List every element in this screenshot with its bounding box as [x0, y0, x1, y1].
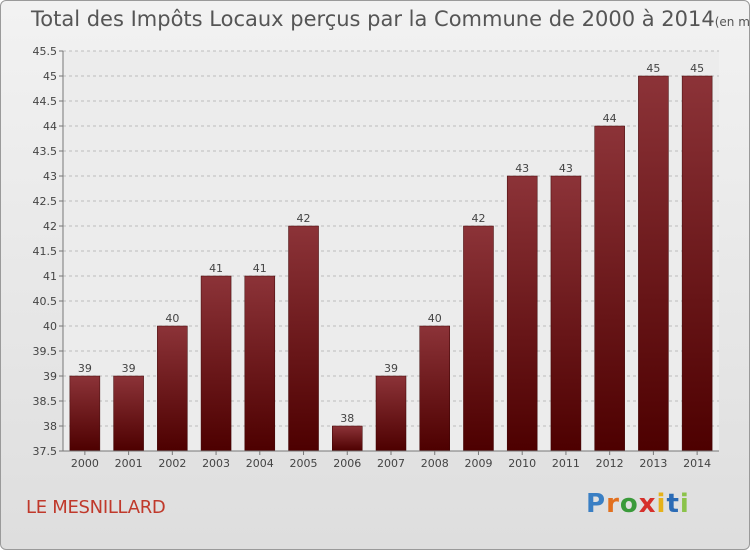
y-tick-label: 44: [43, 120, 57, 133]
x-tick-label: 2005: [290, 457, 318, 470]
bar: [463, 225, 494, 452]
bar-value-label: 42: [471, 212, 485, 225]
x-tick-label: 2006: [333, 457, 361, 470]
bar-value-label: 38: [340, 412, 354, 425]
bar-value-label: 39: [78, 362, 92, 375]
proxiti-logo[interactable]: Proxiti: [586, 489, 690, 519]
y-tick-label: 42: [43, 220, 57, 233]
bar: [157, 325, 188, 452]
bar: [113, 375, 144, 452]
bar: [419, 325, 450, 452]
bar: [244, 275, 276, 452]
bar-value-label: 43: [515, 162, 529, 175]
bar: [288, 225, 319, 452]
bar: [506, 175, 538, 452]
bar: [332, 425, 363, 452]
x-tick-label: 2000: [71, 457, 99, 470]
y-tick-label: 44.5: [33, 95, 58, 108]
y-tick-label: 39.5: [33, 345, 58, 358]
bar: [681, 75, 713, 452]
y-tick-label: 45.5: [33, 45, 58, 58]
bar-value-label: 45: [690, 62, 704, 75]
y-tick-label: 41: [43, 270, 57, 283]
bar-value-label: 41: [209, 262, 223, 275]
chart-unit-label: (en milliers d'€): [714, 15, 750, 29]
y-tick-label: 38.5: [33, 395, 58, 408]
bar-value-label: 39: [384, 362, 398, 375]
bar: [69, 375, 101, 452]
x-tick-label: 2010: [508, 457, 536, 470]
x-tick-label: 2003: [202, 457, 230, 470]
bar: [594, 125, 625, 452]
x-tick-label: 2001: [115, 457, 143, 470]
bar-value-label: 41: [253, 262, 267, 275]
x-tick-label: 2014: [683, 457, 711, 470]
logo-letter: x: [638, 489, 657, 519]
chart-title-text: Total des Impôts Locaux perçus par la Co…: [31, 7, 715, 31]
x-tick-label: 2007: [377, 457, 405, 470]
y-tick-label: 43.5: [33, 145, 58, 158]
logo-letter: r: [606, 489, 620, 519]
commune-name: LE MESNILLARD: [26, 497, 166, 518]
bar: [638, 75, 669, 452]
bar-value-label: 40: [428, 312, 442, 325]
chart-title: Total des Impôts Locaux perçus par la Co…: [31, 7, 750, 31]
y-tick-label: 38: [43, 420, 57, 433]
logo-letter: o: [619, 489, 639, 519]
logo-letter: P: [586, 489, 607, 519]
x-tick-label: 2013: [639, 457, 667, 470]
y-tick-label: 42.5: [33, 195, 58, 208]
logo-letter: t: [666, 489, 680, 519]
bar: [375, 375, 407, 452]
bar-value-label: 42: [297, 212, 311, 225]
bar-value-label: 40: [165, 312, 179, 325]
x-tick-label: 2004: [246, 457, 274, 470]
logo-letter: i: [679, 489, 690, 519]
y-tick-label: 39: [43, 370, 57, 383]
y-tick-label: 40.5: [33, 295, 58, 308]
bar-value-label: 45: [646, 62, 660, 75]
x-tick-label: 2011: [552, 457, 580, 470]
y-tick-label: 40: [43, 320, 57, 333]
x-tick-label: 2002: [158, 457, 186, 470]
y-tick-label: 43: [43, 170, 57, 183]
x-tick-label: 2009: [464, 457, 492, 470]
bar-value-label: 39: [122, 362, 136, 375]
y-tick-label: 45: [43, 70, 57, 83]
x-tick-label: 2008: [421, 457, 449, 470]
bar-value-label: 44: [603, 112, 617, 125]
y-tick-label: 37.5: [33, 445, 58, 458]
bar: [200, 275, 232, 452]
bar: [550, 175, 582, 452]
logo-letter: i: [656, 489, 667, 519]
bar-value-label: 43: [559, 162, 573, 175]
x-tick-label: 2012: [596, 457, 624, 470]
y-tick-label: 41.5: [33, 245, 58, 258]
